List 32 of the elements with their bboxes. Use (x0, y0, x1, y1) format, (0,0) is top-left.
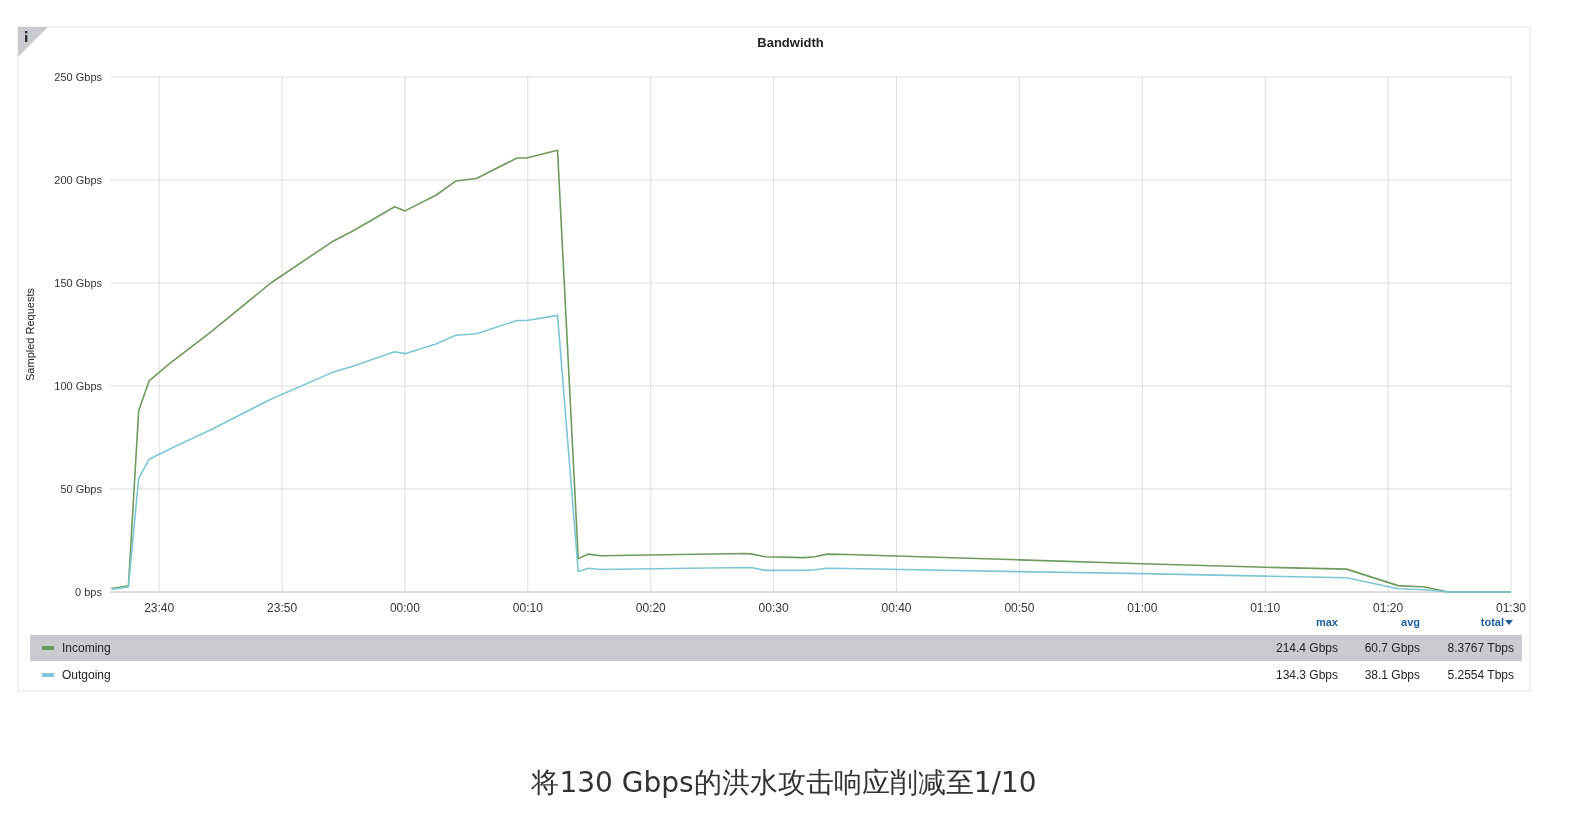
x-tick-label: 00:50 (1004, 601, 1035, 615)
y-tick-label: 0 bps (75, 586, 103, 598)
y-tick-label: 150 Gbps (54, 277, 103, 289)
chart-title: Bandwidth (757, 35, 824, 50)
y-tick-label: 100 Gbps (54, 380, 103, 392)
x-tick-label: 01:20 (1373, 601, 1404, 615)
text: 134.3 Gbps (1275, 668, 1338, 682)
text: max (1315, 616, 1339, 628)
text: 60.7 Gbps (1364, 641, 1420, 655)
text: 5.2554 Tbps (1447, 668, 1514, 682)
legend-label: Incoming (62, 641, 111, 655)
legend-label: Outgoing (62, 668, 111, 682)
text: 8.3767 Tbps (1447, 641, 1514, 655)
x-tick-label: 00:30 (758, 601, 789, 615)
y-axis-title: Sampled Requests (24, 287, 36, 381)
x-tick-label: 23:40 (144, 601, 175, 615)
x-tick-label: 01:00 (1127, 601, 1158, 615)
x-tick-label: 00:40 (881, 601, 912, 615)
text: 将130 Gbps的洪水攻击响应削减至1/10 (530, 766, 1037, 799)
text: 38.1 Gbps (1364, 668, 1420, 682)
text: total (1480, 616, 1504, 628)
text: 214.4 Gbps (1275, 641, 1338, 655)
text: avg (1401, 616, 1420, 628)
x-tick-label: 00:20 (635, 601, 667, 615)
x-tick-label: 01:30 (1495, 601, 1527, 615)
y-tick-label: 50 Gbps (60, 483, 103, 495)
x-tick-label: 23:50 (267, 601, 298, 615)
x-tick-label: 00:00 (389, 601, 421, 615)
x-tick-label: 01:10 (1250, 601, 1281, 615)
x-tick-label: 00:10 (512, 601, 544, 615)
y-tick-label: 250 Gbps (54, 71, 103, 83)
y-tick-label: 200 Gbps (54, 174, 103, 186)
